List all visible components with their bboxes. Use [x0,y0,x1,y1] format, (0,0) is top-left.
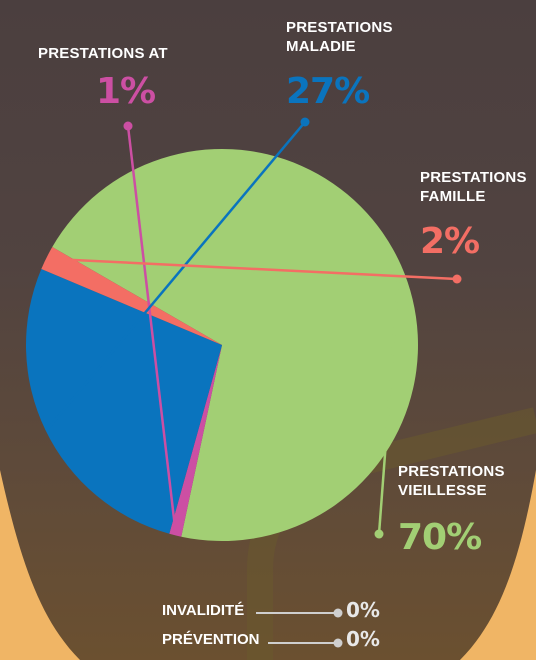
value-prevention: 0% [346,627,380,651]
label-invalidite: INVALIDITÉ [162,602,245,619]
label-vieillesse-line2: VIEILLESSE [398,482,487,499]
leader-dot-prevention [333,638,343,648]
value-prestations-famille: 2% [420,221,480,262]
leader-dot-famille [452,274,462,284]
label-prestations-famille: PRESTATIONS FAMILLE [420,168,527,206]
leader-line-maladie [46,121,306,431]
value-prestations-at: 1% [96,71,156,112]
label-maladie-line1: PRESTATIONS [286,19,393,36]
label-famille-line2: FAMILLE [420,188,486,205]
bottom-left-orange-corner [0,470,80,660]
label-prestations-vieillesse: PRESTATIONS VIEILLESSE [398,462,505,500]
pie-slice-vieillesse [52,149,418,542]
leader-dot-vieillesse [374,529,384,539]
label-prevention: PRÉVENTION [162,631,260,648]
pie-slice-at [169,345,222,537]
bottom-right-orange-corner [460,470,536,660]
value-prestations-maladie: 27% [286,71,370,112]
leader-line-at [126,125,177,534]
label-famille-line1: PRESTATIONS [420,169,527,186]
leader-lines [46,117,462,648]
leader-line-famille [48,257,458,281]
label-prestations-at: PRESTATIONS AT [38,44,168,63]
pie-slices [25,149,418,542]
value-invalidite: 0% [346,598,380,622]
label-at-line1: PRESTATIONS AT [38,45,168,62]
value-prestations-vieillesse: 70% [398,517,482,558]
pie-slice-maladie [25,269,223,534]
label-vieillesse-line1: PRESTATIONS [398,463,505,480]
leader-line-vieillesse [377,266,401,535]
label-maladie-line2: MALADIE [286,38,356,55]
pie-slice-famille [41,247,223,345]
label-prestations-maladie: PRESTATIONS MALADIE [286,18,393,56]
leader-dot-maladie [300,117,310,127]
leader-dot-at [123,121,133,131]
leader-dot-invalidite [333,608,343,618]
